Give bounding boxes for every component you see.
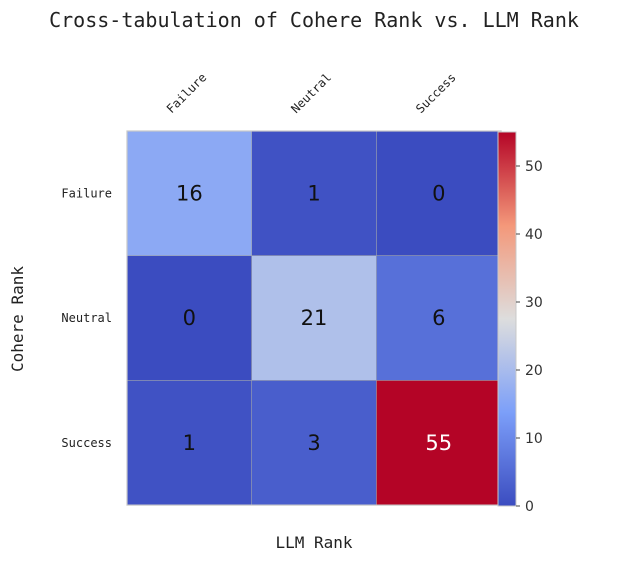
- colorbar-tick-label: 50: [525, 159, 543, 175]
- colorbar-tick-label: 30: [525, 295, 543, 311]
- cell-value-label: 6: [432, 306, 445, 330]
- colorbar-tick-label: 10: [525, 431, 543, 447]
- x-axis-label: LLM Rank: [275, 533, 352, 552]
- y-tick-label: Success: [61, 436, 112, 450]
- x-tick-label: Success: [413, 70, 459, 116]
- y-axis-label: Cohere Rank: [8, 266, 27, 372]
- heatmap-cell: [251, 255, 377, 381]
- chart-title: Cross-tabulation of Cohere Rank vs. LLM …: [49, 8, 579, 32]
- heatmap-cell: [376, 255, 502, 381]
- y-tick-label: Neutral: [61, 311, 112, 325]
- colorbar-tick-label: 40: [525, 227, 543, 243]
- cell-value-label: 0: [183, 306, 196, 330]
- cell-value-label: 0: [432, 181, 445, 205]
- x-tick-labels: Failure Neutral Success: [164, 70, 459, 116]
- heatmap-cell: [251, 380, 377, 506]
- cell-value-label: 3: [307, 431, 320, 455]
- colorbar-tick-label: 20: [525, 363, 543, 379]
- colorbar-ticks: 0 10 20 30 40 50: [516, 159, 543, 515]
- y-tick-labels: Failure Neutral Success: [61, 186, 112, 449]
- cell-value-label: 21: [301, 306, 328, 330]
- cell-value-label: 1: [183, 431, 196, 455]
- colorbar: [497, 131, 517, 507]
- heatmap-cell: [126, 130, 252, 256]
- cell-value-label: 16: [176, 181, 203, 205]
- colorbar-tick-label: 0: [525, 499, 534, 515]
- heatmap-cell: [251, 130, 377, 256]
- x-tick-label: Neutral: [288, 70, 334, 116]
- cell-value-label: 55: [425, 431, 452, 455]
- cell-value-label: 1: [307, 181, 320, 205]
- x-tick-label: Failure: [164, 70, 210, 116]
- heatmap-cell: [126, 380, 252, 506]
- y-tick-label: Failure: [61, 186, 112, 200]
- heatmap-cell: [126, 255, 252, 381]
- heatmap-cells: 16 1 0 0 21 6 1 3 55: [126, 130, 502, 506]
